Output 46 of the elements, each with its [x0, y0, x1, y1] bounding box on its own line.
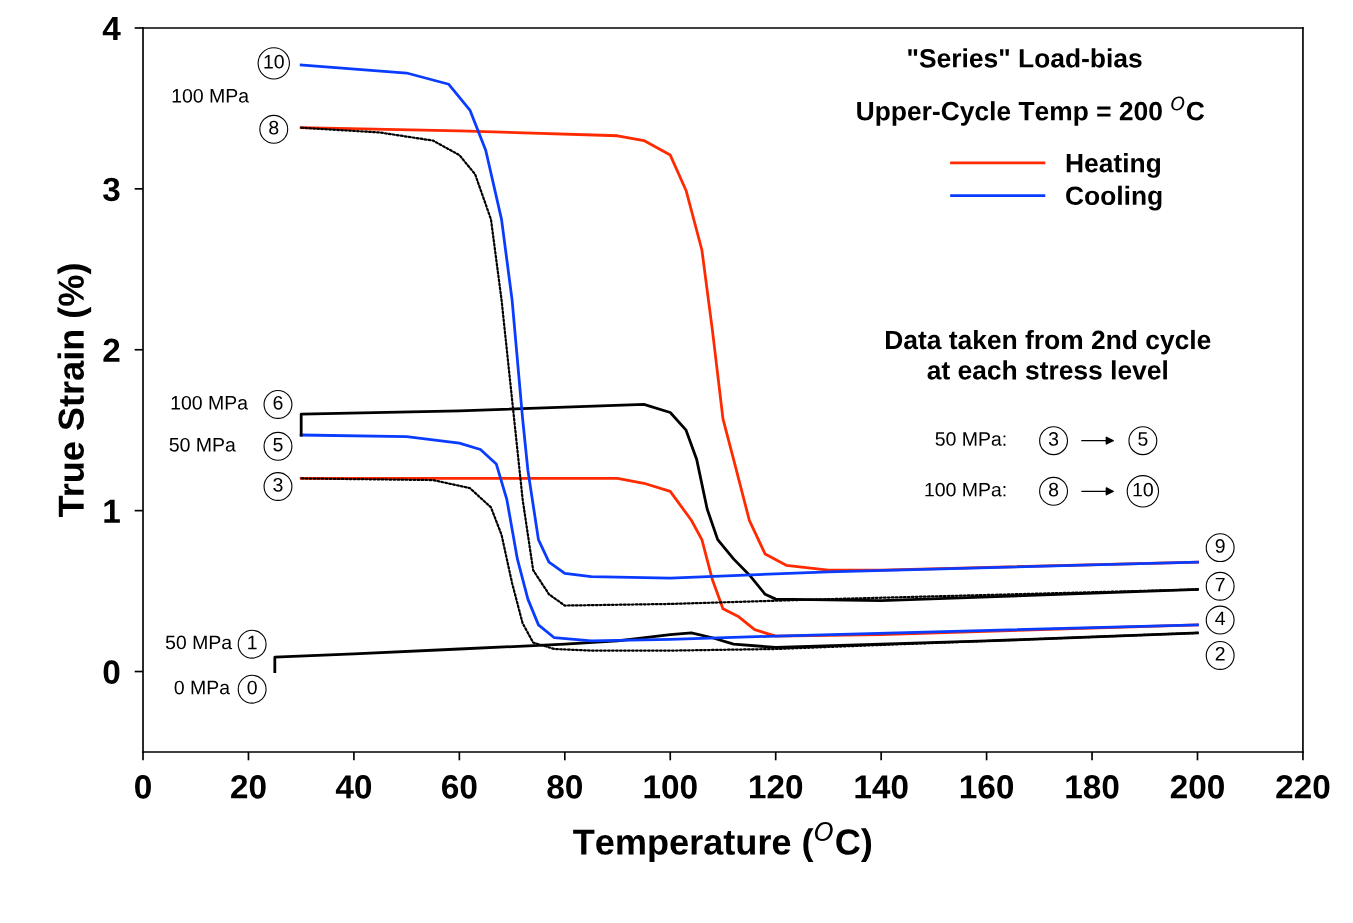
annotation: 8 — [269, 120, 279, 135]
annotation: 10 — [264, 54, 284, 69]
annotation: Data taken from 2nd cycle at each stress level — [886, 329, 1211, 380]
x-tick-label: 140 — [855, 775, 908, 799]
x-tick-label: 80 — [547, 775, 582, 799]
annotation: 6 — [273, 395, 283, 410]
x-tick-label: 0 — [135, 775, 151, 799]
x-axis-title: Temperature ($^{O}$C) — [573, 821, 872, 863]
x-tick-label: 40 — [335, 775, 372, 799]
annotation: 3 — [273, 477, 283, 492]
annotation: 10 — [1133, 482, 1153, 497]
x-tick-label: 60 — [442, 775, 477, 799]
annotation: 100 MPa — [171, 395, 248, 410]
y-tick-label: 3 — [103, 177, 120, 202]
annotation: 0 — [247, 680, 257, 695]
x-tick-label: 220 — [1276, 775, 1330, 799]
x-tick-label: 100 — [644, 775, 697, 799]
legend-label: Heating — [1066, 153, 1161, 178]
annotation: 100 MPa — [172, 88, 250, 103]
y-tick-label: 0 — [103, 660, 120, 684]
x-tick-label: 180 — [1066, 775, 1119, 799]
annotation: 3 — [1048, 432, 1059, 446]
y-tick-label: 2 — [103, 338, 120, 362]
y-tick-label: 1 — [104, 499, 120, 523]
annotation: 7 — [1215, 577, 1225, 592]
annotation: 50 MPa — [169, 437, 236, 452]
annotation: 50 MPa: — [935, 432, 1006, 446]
annotation: 5 — [1138, 432, 1148, 446]
y-tick-label: 4 — [102, 17, 121, 41]
x-tick-label: 160 — [960, 775, 1014, 799]
annotation: 5 — [273, 437, 283, 452]
x-tick-label: 20 — [231, 775, 266, 799]
annotation: 50 MPa — [165, 635, 233, 650]
text: "Series" Load-bias — [908, 48, 1142, 68]
annotation: 4 — [1215, 611, 1225, 626]
annotation: 8 — [1048, 482, 1059, 497]
annotation: 2 — [1215, 646, 1225, 661]
annotation: 9 — [1215, 539, 1225, 553]
x-tick-label: 200 — [1170, 775, 1224, 799]
x-tick-label: 120 — [749, 775, 803, 799]
annotation: 100 MPa: — [925, 482, 1006, 497]
annotation: 1 — [248, 635, 257, 650]
text: Upper-Cycle Temp = 200 $^{O}$C — [857, 96, 1205, 126]
annotation: 0 MPa — [174, 680, 231, 695]
legend-label: Cooling — [1066, 185, 1162, 211]
y-axis-title: True Strain (%) — [57, 264, 92, 517]
